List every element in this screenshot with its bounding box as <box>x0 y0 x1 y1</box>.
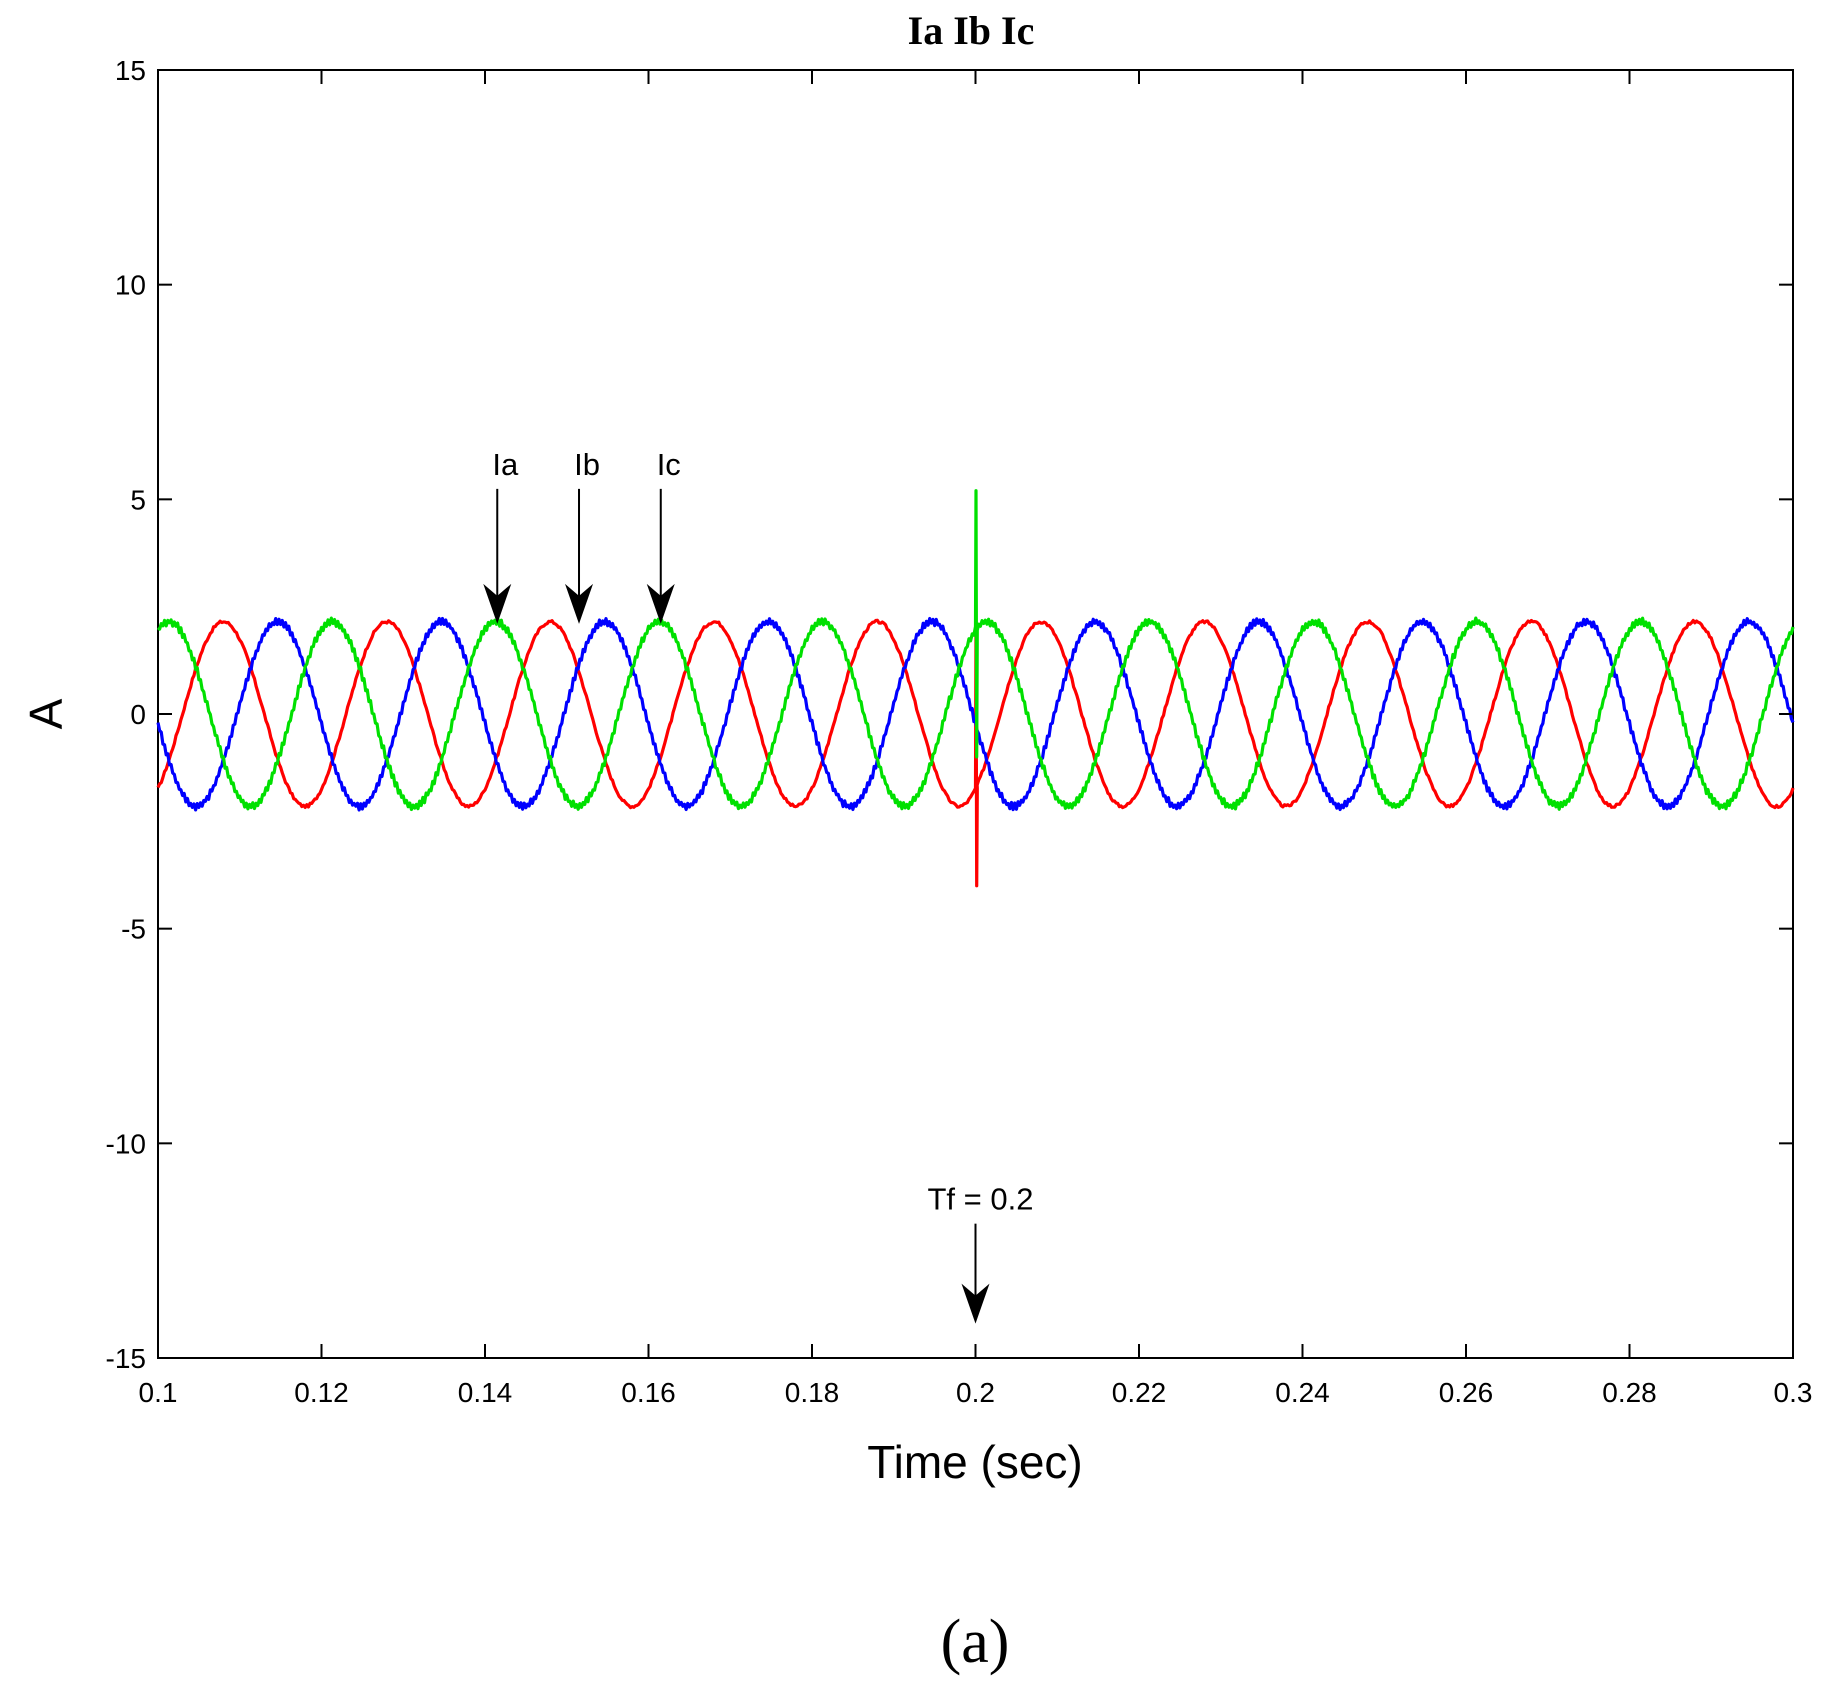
annotation: Ia <box>483 447 519 624</box>
x-tick-label: 0.16 <box>621 1377 676 1408</box>
y-tick-label: 5 <box>130 484 146 515</box>
annotation: Ic <box>646 447 681 624</box>
x-tick-label: 0.2 <box>956 1377 995 1408</box>
series-layer <box>156 489 1795 888</box>
annotation: Ib <box>565 447 600 624</box>
y-tick-label: 0 <box>130 699 146 730</box>
annotation-arrow-head <box>483 583 512 624</box>
y-tick-label: -15 <box>106 1343 146 1374</box>
y-tick-label: 10 <box>115 270 146 301</box>
x-tick-label: 0.14 <box>458 1377 513 1408</box>
annotation-label: Ia <box>492 447 519 482</box>
x-tick-label: 0.3 <box>1774 1377 1813 1408</box>
x-tick-label: 0.12 <box>294 1377 349 1408</box>
annotation-arrow-head <box>961 1283 990 1324</box>
annotation-layer: Ia Ib Ic Tf = 0.2 <box>483 447 1033 1324</box>
x-tick-label: 0.18 <box>785 1377 840 1408</box>
plot-area: 0.1 0.12 0.14 0.16 0.18 0.2 0.22 0.24 0.26 0.28 0.… <box>106 55 1813 1408</box>
x-tick-label: 0.22 <box>1112 1377 1167 1408</box>
x-tick-label: 0.26 <box>1439 1377 1494 1408</box>
y-tick-label: -10 <box>106 1128 146 1159</box>
series-line-ic <box>156 489 1795 812</box>
x-tick-label: 0.1 <box>139 1377 178 1408</box>
chart-title: Ia Ib Ic <box>908 8 1035 53</box>
x-axis-label: Time (sec) <box>867 1436 1083 1488</box>
x-tick-label: 0.24 <box>1275 1377 1330 1408</box>
ticks-layer: 0.1 0.12 0.14 0.16 0.18 0.2 0.22 0.24 0.26 0.28 0.… <box>106 55 1813 1408</box>
annotation-label: Tf = 0.2 <box>928 1182 1034 1217</box>
annotation-arrow-head <box>646 583 675 624</box>
annotation: Tf = 0.2 <box>928 1182 1034 1324</box>
annotation-arrow-head <box>565 583 594 624</box>
annotation-label: Ic <box>657 447 681 482</box>
y-tick-label: -5 <box>121 914 146 945</box>
y-axis-label: A <box>20 698 72 729</box>
panel-caption: (a) <box>941 1608 1010 1676</box>
x-tick-label: 0.28 <box>1602 1377 1657 1408</box>
annotation-label: Ib <box>574 447 600 482</box>
y-tick-label: 15 <box>115 55 146 86</box>
